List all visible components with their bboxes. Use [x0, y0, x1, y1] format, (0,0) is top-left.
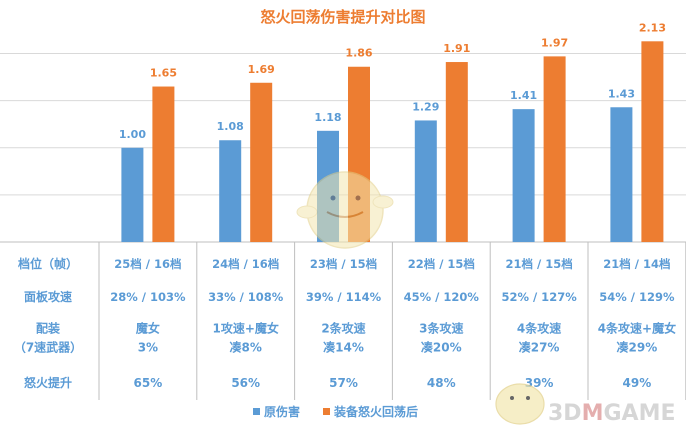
- bar-original-damage: [610, 107, 633, 242]
- chart-title: 怒火回荡伤害提升对比图: [260, 8, 425, 26]
- table-cell: 65%: [134, 376, 163, 390]
- table-cell: 凑20%: [421, 340, 462, 355]
- bar-value-label: 1.29: [412, 100, 439, 113]
- table-cell: 49%: [623, 376, 652, 390]
- table-cell: 56%: [231, 376, 260, 390]
- table-cell: 45% / 120%: [404, 290, 480, 304]
- bar-original-damage: [219, 140, 242, 242]
- table-row-label: 档位（帧）: [18, 256, 78, 271]
- table-cell: 21档 / 15档: [505, 257, 572, 271]
- table-cell: 1攻速+魔女: [212, 321, 278, 336]
- table-cell: 52% / 127%: [501, 290, 577, 304]
- bar-value-label: 1.97: [541, 36, 568, 49]
- legend-label: 原伤害: [264, 404, 300, 419]
- table-cell: 24档 / 16档: [212, 257, 279, 271]
- bar-value-label: 1.08: [217, 120, 244, 133]
- table-cell: 28% / 103%: [110, 290, 186, 304]
- bar-value-label: 1.00: [119, 128, 146, 141]
- table-cell: 21档 / 14档: [603, 257, 670, 271]
- bar-value-label: 1.43: [608, 87, 635, 100]
- bar-value-label: 1.18: [314, 111, 341, 124]
- table-cell: 25档 / 16档: [114, 257, 181, 271]
- legend: 原伤害 装备怒火回荡后: [253, 404, 418, 419]
- bar-equipped-damage: [445, 62, 468, 243]
- data-table: 档位（帧） 25档 / 16档 24档 / 16档 23档 / 15档 22档 / 15…: [14, 256, 676, 390]
- bar-equipped-damage: [250, 82, 273, 243]
- table-cell: 凑27%: [519, 340, 560, 355]
- table-cell: 39% / 114%: [306, 290, 382, 304]
- table-cell: 凑8%: [230, 340, 262, 355]
- table-row-label: 怒火提升: [24, 375, 72, 390]
- bar-equipped-damage: [152, 86, 175, 243]
- watermark-text: 3DMGAME: [548, 401, 676, 426]
- table-row-label: 配装: [36, 321, 60, 336]
- table-cell: 57%: [329, 376, 358, 390]
- watermark-logo: 3DMGAME: [495, 383, 676, 426]
- table-cell: 54% / 129%: [599, 290, 675, 304]
- bar-value-label: 1.91: [443, 42, 470, 55]
- legend-label: 装备怒火回荡后: [333, 404, 418, 419]
- table-cell: 2条攻速: [321, 321, 365, 336]
- bar-value-label: 2.13: [639, 21, 666, 34]
- table-cell: 4条攻速: [517, 321, 561, 336]
- table-cell: 33% / 108%: [208, 290, 284, 304]
- bars: [121, 41, 664, 243]
- legend-swatch: [253, 408, 260, 415]
- table-cell: 凑14%: [323, 340, 364, 355]
- table-cell: 22档 / 15档: [408, 257, 475, 271]
- table-cell: 48%: [427, 376, 456, 390]
- bar-value-label: 1.69: [248, 63, 275, 76]
- table-cell: 3%: [138, 341, 158, 355]
- bar-equipped-damage: [543, 56, 566, 243]
- table-row-label: 面板攻速: [24, 289, 72, 304]
- bar-labels: 1.00 1.65 1.08 1.69 1.18 1.86 1.29 1.91 1.41 1.97…: [119, 21, 666, 140]
- bar-original-damage: [414, 120, 437, 242]
- table-cell: 23档 / 15档: [310, 257, 377, 271]
- bar-original-damage: [121, 147, 144, 242]
- mascot-decoration: [296, 171, 394, 249]
- table-cell: 3条攻速: [419, 321, 463, 336]
- bar-equipped-damage: [641, 41, 664, 242]
- legend-swatch: [323, 408, 330, 415]
- table-row-label: （7速武器）: [14, 340, 82, 355]
- bar-value-label: 1.86: [345, 47, 372, 60]
- table-cell: 4条攻速+魔女: [598, 321, 676, 336]
- bar-value-label: 1.41: [510, 89, 537, 102]
- bar-value-label: 1.65: [150, 67, 177, 80]
- table-cell: 凑29%: [617, 340, 658, 355]
- bar-original-damage: [512, 109, 535, 242]
- table-cell: 魔女: [136, 321, 160, 336]
